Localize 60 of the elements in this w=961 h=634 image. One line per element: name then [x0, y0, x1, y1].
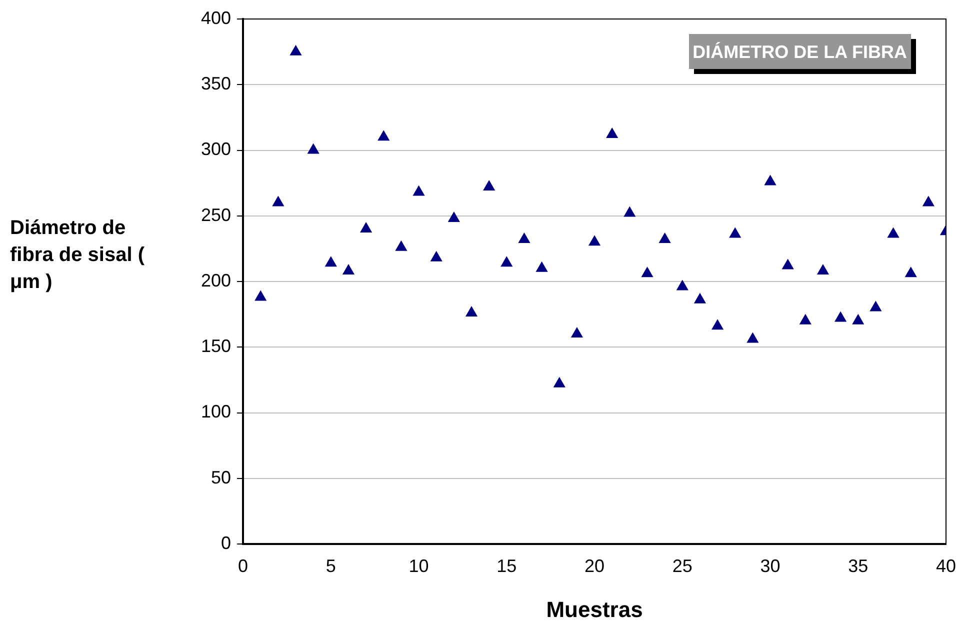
point — [360, 222, 372, 232]
point — [834, 312, 846, 322]
point — [642, 267, 653, 278]
point — [290, 45, 302, 56]
x-tick-label: 20 — [584, 556, 605, 576]
point — [676, 280, 688, 290]
point — [342, 264, 354, 274]
point — [308, 144, 320, 154]
x-tick-label: 10 — [408, 556, 429, 576]
x-tick-label: 30 — [760, 556, 780, 576]
point — [624, 206, 636, 217]
point — [448, 212, 460, 222]
x-tick-label: 0 — [238, 556, 248, 576]
y-axis-title: Diámetro de fibra de sisal ( μm ) — [10, 216, 146, 295]
point — [588, 236, 600, 246]
point — [659, 233, 671, 243]
point — [746, 332, 758, 343]
y-tick-label: 200 — [200, 270, 232, 290]
point — [396, 240, 407, 251]
point — [852, 314, 864, 324]
point — [782, 259, 794, 270]
point — [571, 328, 583, 338]
point — [800, 314, 812, 324]
y-tick-label: 150 — [200, 336, 232, 356]
point — [870, 301, 882, 312]
point — [729, 228, 741, 238]
point — [905, 267, 917, 278]
point — [272, 196, 284, 206]
point — [518, 233, 530, 243]
point — [430, 251, 442, 262]
x-tick-label: 15 — [496, 556, 517, 576]
point — [254, 290, 266, 301]
y-tick-label: 0 — [221, 532, 232, 553]
point — [712, 320, 724, 330]
y-tick-label: 100 — [200, 402, 232, 422]
text: DIÁMETRO DE LA FIBRA — [688, 34, 911, 69]
y-tick-label: 300 — [200, 139, 232, 160]
x-tick-label: 25 — [672, 556, 692, 576]
point — [922, 196, 934, 206]
x-tick-label: 40 — [936, 556, 956, 576]
point — [413, 186, 424, 196]
point — [378, 130, 390, 141]
point — [764, 175, 776, 186]
y-tick-label: 350 — [200, 74, 232, 94]
point — [466, 306, 478, 316]
x-tick-label: 35 — [848, 556, 868, 576]
point — [536, 262, 548, 272]
point — [483, 180, 495, 190]
y-tick-label: 250 — [200, 204, 232, 225]
x-axis-title: Muestras — [546, 596, 643, 622]
y-tick-label: 50 — [211, 467, 232, 488]
point — [606, 128, 618, 138]
point — [500, 256, 512, 267]
point — [817, 264, 829, 274]
y-tick-label: 400 — [200, 8, 232, 28]
x-tick-label: 5 — [326, 556, 336, 576]
point — [888, 228, 899, 238]
point — [325, 256, 337, 267]
point — [554, 377, 566, 388]
point — [694, 293, 706, 304]
